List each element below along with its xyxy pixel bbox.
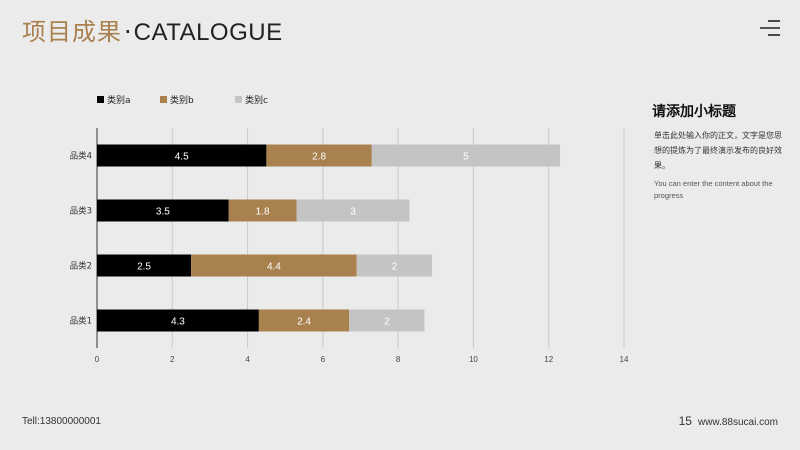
data-label: 2.8 bbox=[312, 152, 326, 163]
chart-legend: 类别a 类别b 类别c bbox=[97, 94, 268, 106]
title-separator: · bbox=[124, 18, 132, 46]
data-label: 4.3 bbox=[171, 317, 185, 328]
menu-lines-icon[interactable] bbox=[760, 19, 780, 37]
side-panel-body: 单击此处输入你的正文，文字是您思想的提炼为了最终演示发布的良好效果。 bbox=[654, 131, 782, 170]
x-tick-label: 14 bbox=[620, 355, 629, 364]
chart-labels: 0 2 4 6 8 10 12 14 4.3 2.4 2 品类1 2.5 4.4 2 品类2 3.5 1.8 3 品类… bbox=[70, 151, 629, 365]
footer-tel: Tell:13800000001 bbox=[22, 416, 101, 427]
data-label: 4.5 bbox=[175, 152, 189, 163]
bar-类别b-品类4 bbox=[266, 144, 372, 167]
x-tick-label: 6 bbox=[321, 355, 326, 364]
legend-label: 类别c bbox=[245, 94, 268, 106]
category-label: 品类1 bbox=[70, 316, 92, 327]
bar-类别a-品类1 bbox=[97, 309, 259, 332]
data-label: 3.5 bbox=[156, 207, 170, 218]
bar-类别c-品类2 bbox=[356, 254, 433, 277]
title-chinese: 项目成果 bbox=[22, 18, 122, 46]
x-tick-label: 0 bbox=[95, 355, 100, 364]
legend-label: 类别a bbox=[107, 94, 131, 106]
category-label: 品类4 bbox=[70, 151, 92, 162]
data-label: 2 bbox=[384, 317, 390, 328]
page-title: 项目成果·CATALOGUE bbox=[22, 14, 283, 51]
bar-类别c-品类1 bbox=[349, 309, 425, 332]
data-label: 4.4 bbox=[267, 262, 281, 273]
data-label: 2.4 bbox=[297, 317, 311, 328]
x-tick-label: 4 bbox=[245, 355, 250, 364]
category-label: 品类3 bbox=[70, 206, 92, 217]
x-tick-label: 8 bbox=[396, 355, 401, 364]
page-number: 15 bbox=[678, 414, 692, 428]
legend-label: 类别b bbox=[170, 94, 194, 106]
bar-类别c-品类3 bbox=[296, 199, 410, 222]
bar-类别a-品类3 bbox=[97, 199, 229, 222]
legend-swatch-0 bbox=[97, 96, 104, 103]
data-label: 5 bbox=[463, 152, 469, 163]
footer-right: 15 www.88sucai.com bbox=[679, 414, 778, 428]
side-panel-title: 请添加小标题 bbox=[652, 104, 736, 120]
title-english: CATALOGUE bbox=[133, 19, 283, 46]
side-panel-english: You can enter the content about the prog… bbox=[654, 179, 773, 200]
x-tick-label: 12 bbox=[544, 355, 553, 364]
chart-bars bbox=[97, 144, 561, 332]
bar-类别a-品类4 bbox=[97, 144, 267, 167]
footer-website[interactable]: www.88sucai.com bbox=[697, 417, 778, 428]
x-tick-label: 2 bbox=[170, 355, 175, 364]
data-label: 3 bbox=[350, 207, 356, 218]
legend-swatch-1 bbox=[160, 96, 167, 103]
legend-swatch-2 bbox=[235, 96, 242, 103]
bar-类别a-品类2 bbox=[97, 254, 192, 277]
data-label: 1.8 bbox=[256, 207, 270, 218]
bar-类别c-品类4 bbox=[371, 144, 561, 167]
bar-类别b-品类2 bbox=[191, 254, 357, 277]
x-tick-label: 10 bbox=[469, 355, 478, 364]
bar-类别b-品类1 bbox=[258, 309, 350, 332]
category-label: 品类2 bbox=[70, 261, 92, 272]
data-label: 2 bbox=[392, 262, 398, 273]
data-label: 2.5 bbox=[137, 262, 151, 273]
bar-类别b-品类3 bbox=[228, 199, 297, 222]
